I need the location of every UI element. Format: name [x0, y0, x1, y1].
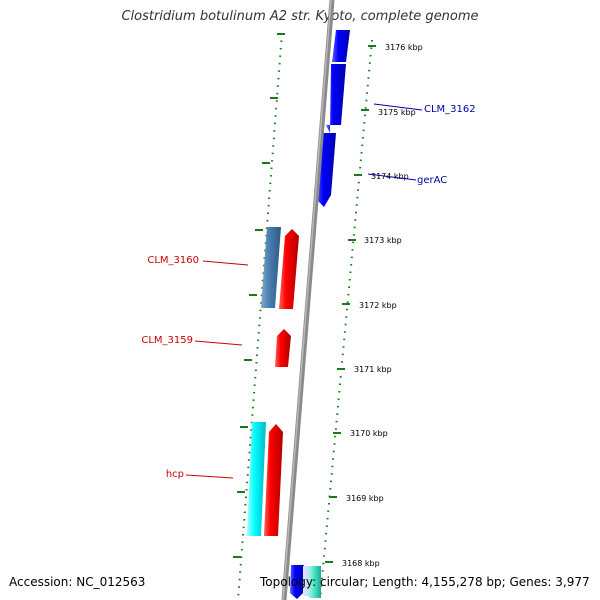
connector-clm3159 [194, 340, 243, 346]
scale-label: 3175 kbp [378, 108, 416, 117]
inner-tick-ring [233, 32, 285, 600]
backbone-highlight [282, 0, 332, 600]
inner-tick-dotted-line [237, 32, 283, 600]
scale-label: 3176 kbp [385, 43, 423, 52]
connector-hcp [185, 474, 234, 479]
gene-label-hcp[interactable]: hcp [166, 469, 184, 480]
connector-clm3160 [202, 260, 249, 266]
gene-arrow-clm3162[interactable] [326, 64, 346, 133]
scale-label: 3170 kbp [350, 429, 388, 438]
gene-arrow-bottom-blue[interactable] [290, 565, 304, 599]
gene-arrow-bottom-teal[interactable] [309, 566, 321, 598]
scale-labels: 3176 kbp 3175 kbp 3174 kbp 3173 kbp 3172… [342, 43, 423, 568]
backbone-line [281, 0, 335, 600]
gene-arrow-hcp-cyan[interactable] [247, 422, 266, 536]
gene-labels: CLM_3162 gerAC CLM_3160 CLM_3159 hcp [141, 104, 475, 480]
gene-arrow-clm3160-steel[interactable] [261, 227, 281, 308]
map-title: Clostridium botulinum A2 str. Kyoto, com… [121, 9, 479, 24]
label-connectors [185, 103, 423, 479]
accession-text: Accession: NC_012563 [9, 575, 146, 589]
gene-label-clm3162[interactable]: CLM_3162 [424, 104, 476, 115]
gene-arrow-clm3162-upper[interactable] [332, 30, 350, 62]
gene-arrow-clm3160[interactable] [279, 229, 299, 309]
outer-tick-dotted-line [319, 39, 373, 600]
connector-clm3162 [373, 103, 423, 111]
genome-backbone [281, 0, 335, 600]
gene-arrow-clm3159[interactable] [275, 329, 291, 367]
scale-label: 3169 kbp [346, 494, 384, 503]
gene-label-clm3159[interactable]: CLM_3159 [141, 335, 193, 346]
genome-summary-text: Topology: circular; Length: 4,155,278 bp… [260, 575, 590, 589]
forward-strand-genes [290, 30, 350, 599]
outer-tick-ring [319, 39, 376, 600]
gene-label-clm3160[interactable]: CLM_3160 [147, 255, 199, 266]
scale-label: 3173 kbp [364, 236, 402, 245]
scale-label: 3172 kbp [359, 301, 397, 310]
connector-gerac [367, 173, 417, 181]
scale-label: 3168 kbp [342, 559, 380, 568]
scale-label: 3171 kbp [354, 365, 392, 374]
gene-arrow-bottom-pale[interactable] [303, 566, 309, 596]
reverse-strand-genes [247, 227, 299, 536]
gene-arrow-hcp[interactable] [264, 424, 283, 536]
gene-label-gerac[interactable]: gerAC [417, 175, 447, 186]
